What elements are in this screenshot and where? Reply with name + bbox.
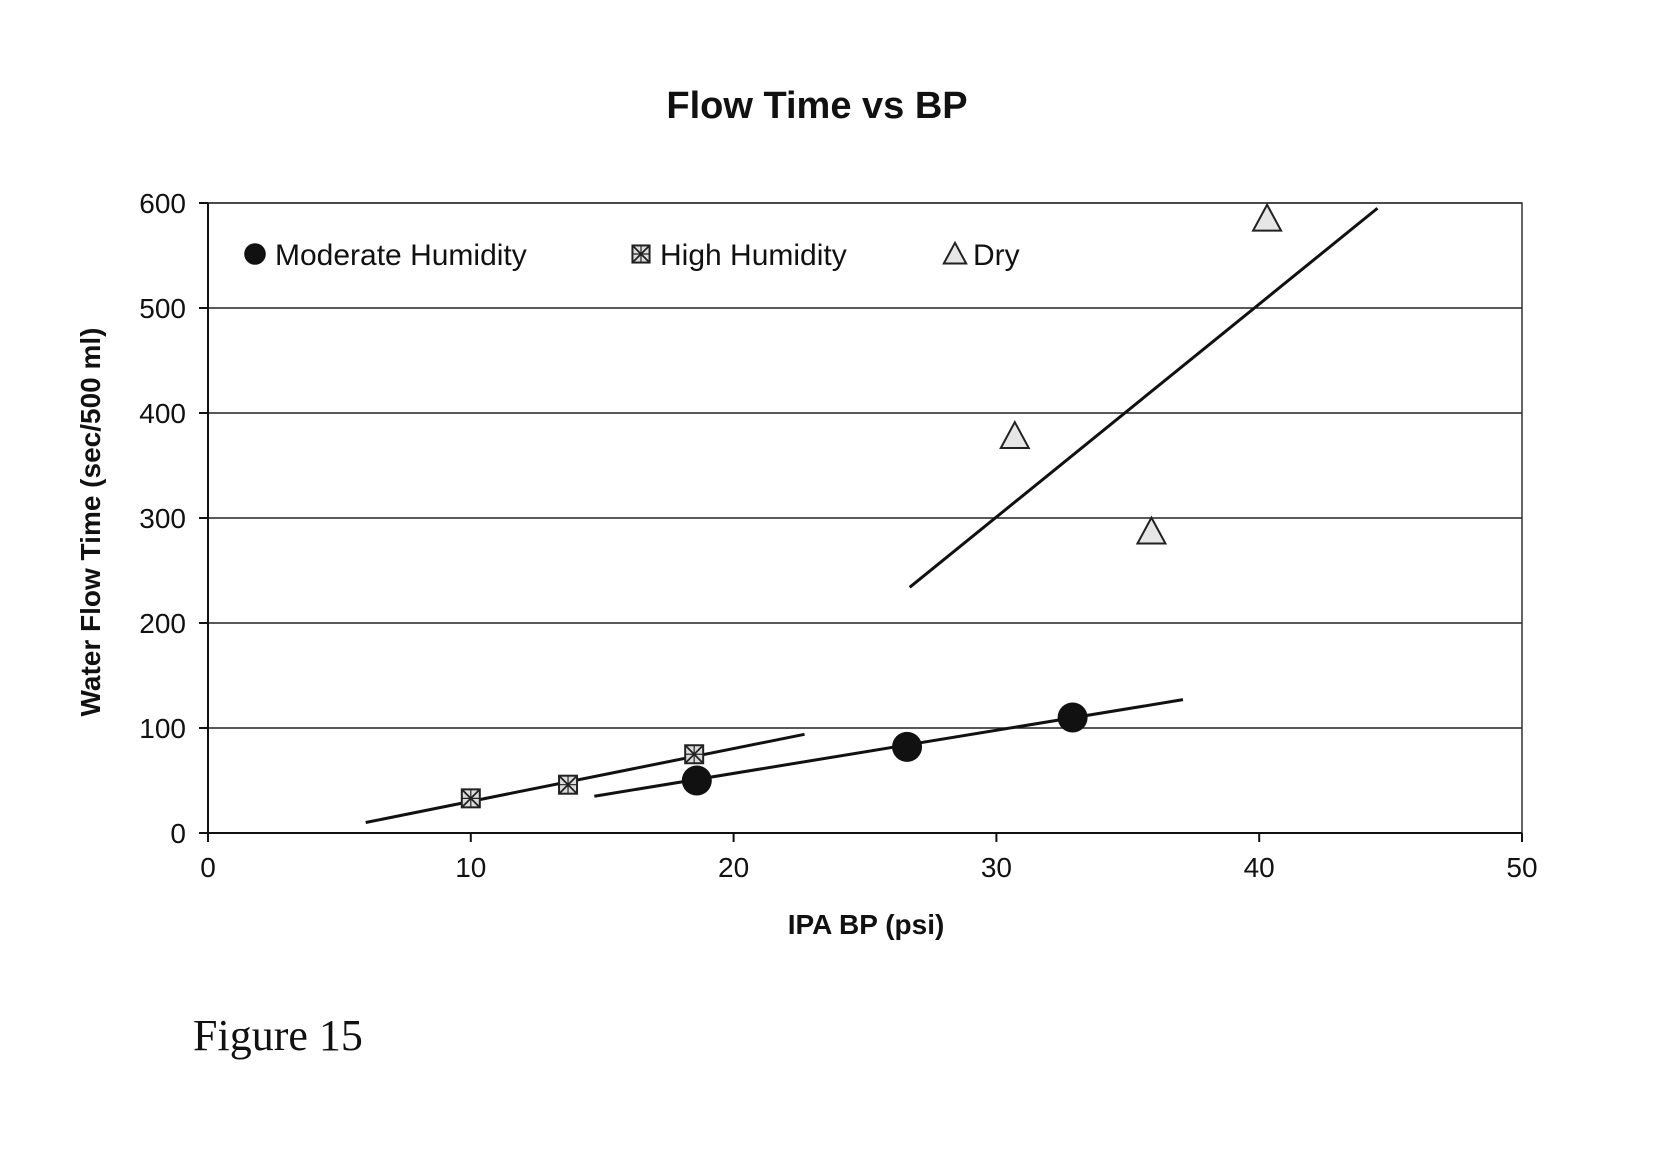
legend-label-high-humidity: High Humidity	[660, 239, 847, 272]
y-tick-label-100: 100	[139, 713, 186, 744]
trendline-dry	[908, 207, 1379, 589]
x-tick-label-40: 40	[1244, 852, 1275, 883]
y-tick-label-400: 400	[139, 398, 186, 429]
data-point-dry-1	[999, 419, 1031, 449]
x-tick-label-20: 20	[718, 852, 749, 883]
tick-labels: 0 100 200 300 400 500 600 0 10 20 30 40 50	[139, 188, 1537, 883]
data-point-moderate-humidity-2	[892, 731, 923, 762]
data-point-high-humidity-2	[558, 774, 579, 795]
data-point-moderate-humidity-1	[681, 765, 712, 796]
x-axis-label: IPA BP (psi)	[788, 909, 945, 940]
y-tick-label-600: 600	[139, 188, 186, 219]
y-axis-label: Water Flow Time (sec/500 ml)	[75, 327, 106, 716]
x-tick-label-50: 50	[1506, 852, 1537, 883]
data-point-high-humidity-3	[684, 744, 705, 765]
legend: Moderate Humidity High Humidity Dry	[244, 239, 1020, 272]
data-point-moderate-humidity-3	[1057, 702, 1088, 733]
y-tick-label-0: 0	[170, 818, 186, 849]
legend-marker-high-humidity	[631, 244, 651, 264]
legend-label-dry: Dry	[973, 239, 1020, 272]
y-tick-label-200: 200	[139, 608, 186, 639]
y-tick-label-500: 500	[139, 293, 186, 324]
y-tick-label-300: 300	[139, 503, 186, 534]
trendline-high-humidity	[365, 732, 805, 824]
grid-lines	[208, 202, 1522, 729]
data-points	[460, 202, 1283, 809]
chart-title: Flow Time vs BP	[666, 85, 967, 127]
x-tick-label-0: 0	[200, 852, 216, 883]
data-point-dry-2	[1135, 515, 1168, 545]
x-tick-label-30: 30	[981, 852, 1012, 883]
data-point-dry-3	[1251, 202, 1283, 232]
legend-label-moderate-humidity: Moderate Humidity	[275, 239, 527, 272]
data-point-high-humidity-1	[460, 788, 481, 809]
legend-marker-dry	[942, 240, 968, 265]
legend-marker-moderate-humidity	[244, 243, 266, 265]
figure-caption: Figure 15	[193, 1011, 363, 1060]
trendlines	[365, 207, 1379, 824]
x-tick-label-10: 10	[455, 852, 486, 883]
